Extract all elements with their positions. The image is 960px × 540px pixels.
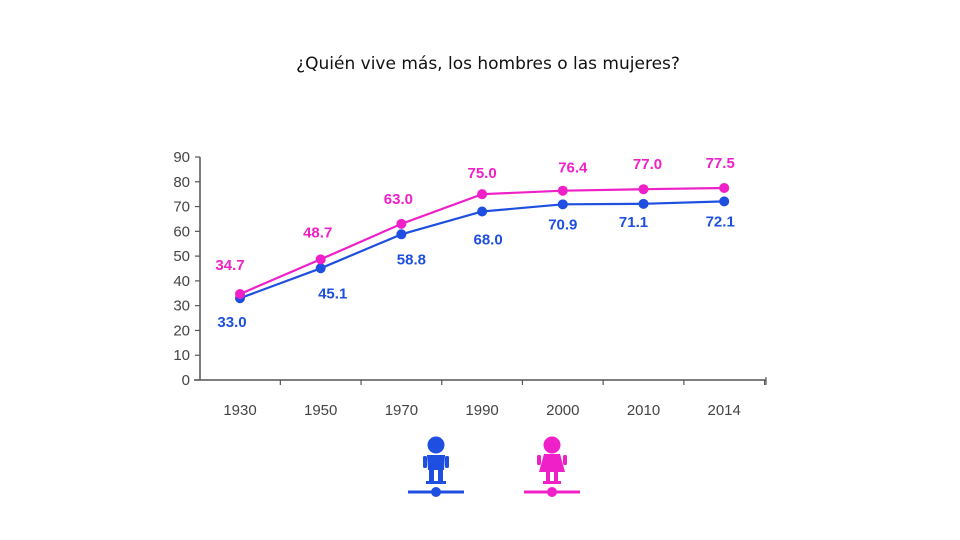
- male-figure-feet: [426, 481, 446, 484]
- y-tick-label: 0: [182, 372, 190, 389]
- data-point-men: [719, 196, 730, 207]
- data-point-men: [477, 206, 488, 217]
- y-tick-label: 40: [173, 273, 190, 290]
- data-point-women: [719, 182, 730, 193]
- data-label-men: 71.1: [619, 214, 648, 231]
- legend-item-men: [408, 436, 464, 497]
- female-figure-dress: [539, 454, 565, 472]
- data-label-women: 76.4: [558, 160, 588, 177]
- data-label-men: 33.0: [217, 314, 246, 331]
- data-label-women: 63.0: [384, 191, 413, 208]
- legend-marker-men: [431, 487, 441, 497]
- male-figure-arm: [445, 456, 449, 468]
- chart-legend: [408, 436, 580, 497]
- data-point-women: [315, 254, 326, 265]
- data-point-men: [315, 263, 326, 274]
- data-point-women: [235, 289, 245, 300]
- data-point-women: [557, 185, 568, 196]
- data-label-women: 34.7: [215, 257, 244, 274]
- data-label-men: 72.1: [706, 213, 735, 230]
- legend-item-women: [524, 436, 580, 497]
- y-tick-label: 50: [173, 248, 190, 265]
- x-tick-label: 2010: [627, 402, 660, 419]
- data-label-women: 48.7: [303, 224, 332, 241]
- x-tick-label: 2014: [708, 402, 741, 419]
- y-tick-label: 20: [173, 322, 190, 339]
- y-tick-label: 10: [173, 347, 190, 364]
- y-tick-label: 90: [173, 149, 190, 166]
- data-label-women: 77.0: [633, 156, 662, 173]
- male-figure-icon: [423, 436, 449, 484]
- data-point-men: [638, 198, 649, 209]
- data-label-men: 68.0: [473, 232, 502, 249]
- data-label-men: 58.8: [397, 251, 426, 268]
- legend-marker-women: [547, 487, 557, 497]
- data-label-women: 77.5: [706, 155, 735, 172]
- x-tick-label: 1970: [385, 402, 418, 419]
- female-figure-leg: [546, 471, 550, 482]
- data-point-men: [557, 199, 568, 210]
- female-figure-arm: [537, 455, 541, 465]
- data-point-women: [396, 218, 407, 229]
- male-figure-leg: [429, 469, 434, 482]
- data-point-women: [477, 189, 488, 200]
- data-label-women: 75.0: [467, 165, 496, 182]
- x-tick-label: 1990: [465, 402, 498, 419]
- chart-series: [235, 182, 730, 304]
- male-figure-leg: [438, 469, 443, 482]
- female-figure-head: [543, 436, 561, 454]
- female-figure-arm: [563, 455, 567, 465]
- data-point-women: [638, 184, 649, 195]
- data-label-men: 45.1: [318, 285, 347, 302]
- female-figure-icon: [537, 436, 567, 484]
- male-figure-arm: [423, 456, 427, 468]
- x-tick-label: 2000: [546, 402, 579, 419]
- female-figure-feet: [543, 481, 561, 484]
- chart-data-labels: 33.0 45.1 58.8 68.0 70.9 71.1 72.1 34.7 48.7 63.0…: [215, 155, 734, 331]
- y-tick-label: 60: [173, 223, 190, 240]
- x-tick-label: 1930: [223, 402, 256, 419]
- chart-axes: 0 10 20 30 40 50 60 70 80 90 1930 1950 1970 1990 2000 2…: [173, 149, 767, 419]
- male-figure-body: [427, 455, 445, 470]
- female-figure-leg: [554, 471, 558, 482]
- data-label-men: 70.9: [548, 216, 577, 233]
- y-tick-label: 30: [173, 298, 190, 315]
- page-title: ¿Quién vive más, los hombres o las mujer…: [296, 54, 680, 74]
- y-tick-label: 70: [173, 199, 190, 216]
- x-tick-label: 1950: [304, 402, 337, 419]
- data-point-men: [396, 229, 407, 240]
- male-figure-head: [427, 436, 445, 454]
- y-tick-label: 80: [173, 174, 190, 191]
